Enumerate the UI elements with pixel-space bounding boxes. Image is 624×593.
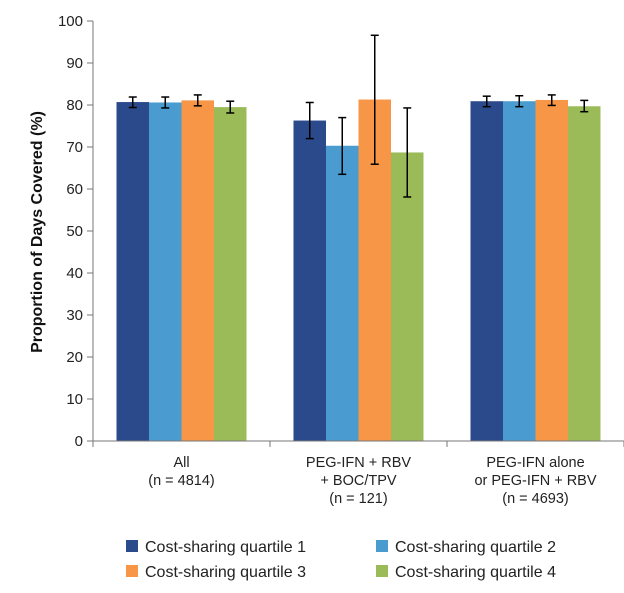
y-tick-label: 0 bbox=[75, 433, 83, 450]
bar bbox=[181, 100, 214, 441]
y-tick-label: 50 bbox=[66, 223, 83, 240]
category-label: PEG-IFN alone bbox=[486, 455, 584, 471]
legend-swatch bbox=[126, 565, 138, 577]
category-labels: All (n = 4814) PEG-IFN + RBV + BOC/TPV (n = … bbox=[148, 455, 597, 507]
bar bbox=[149, 102, 182, 441]
y-tick-label: 30 bbox=[66, 307, 83, 324]
y-tick-label: 80 bbox=[66, 97, 83, 114]
category-label: + BOC/TPV bbox=[320, 473, 396, 489]
category-label: (n = 4814) bbox=[148, 473, 215, 489]
legend: Cost-sharing quartile 1 Cost-sharing quar… bbox=[126, 539, 556, 581]
y-axis-label: Proportion of Days Covered (%) bbox=[29, 111, 46, 353]
bar bbox=[391, 152, 424, 441]
legend-swatch bbox=[376, 540, 388, 552]
legend-label: Cost-sharing quartile 1 bbox=[145, 539, 306, 556]
y-tick-label: 40 bbox=[66, 265, 83, 282]
category-label: or PEG-IFN + RBV bbox=[474, 473, 596, 489]
y-axis-ticks: 0 10 20 30 40 50 60 70 80 90 100 bbox=[58, 13, 93, 450]
y-tick-label: 60 bbox=[66, 181, 83, 198]
error-bars bbox=[128, 34, 589, 198]
y-tick-label: 90 bbox=[66, 55, 83, 72]
bar bbox=[214, 107, 247, 441]
bars bbox=[116, 99, 601, 442]
bar bbox=[535, 99, 568, 442]
y-tick-label: 10 bbox=[66, 391, 83, 408]
legend-label: Cost-sharing quartile 4 bbox=[395, 564, 556, 581]
category-label: (n = 4693) bbox=[502, 491, 569, 507]
axes bbox=[92, 21, 624, 447]
category-label: (n = 121) bbox=[329, 491, 387, 507]
legend-swatch bbox=[376, 565, 388, 577]
bar bbox=[470, 101, 503, 441]
y-tick-label: 70 bbox=[66, 139, 83, 156]
legend-label: Cost-sharing quartile 2 bbox=[395, 539, 556, 556]
bar bbox=[293, 120, 326, 441]
category-label: PEG-IFN + RBV bbox=[306, 455, 411, 471]
y-tick-label: 100 bbox=[58, 13, 83, 30]
category-label: All bbox=[173, 455, 189, 471]
bar bbox=[116, 102, 149, 441]
legend-label: Cost-sharing quartile 3 bbox=[145, 564, 306, 581]
legend-swatch bbox=[126, 540, 138, 552]
bar bbox=[503, 101, 536, 441]
bar bbox=[568, 106, 601, 441]
y-tick-label: 20 bbox=[66, 349, 83, 366]
bar bbox=[326, 145, 359, 442]
